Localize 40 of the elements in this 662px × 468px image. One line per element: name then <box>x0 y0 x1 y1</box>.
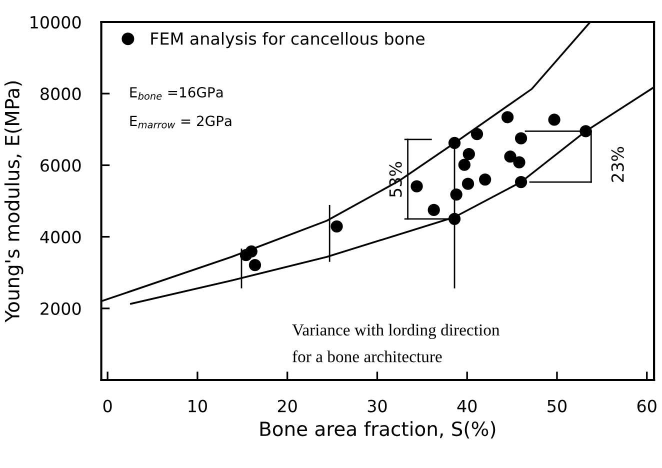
point <box>462 148 475 160</box>
point <box>479 173 492 186</box>
point <box>410 180 423 192</box>
annotation: 23% <box>611 146 624 182</box>
point <box>514 176 528 188</box>
annotation: 53% <box>389 162 402 197</box>
y-tick-label: 4000 <box>40 230 81 244</box>
point <box>501 111 514 124</box>
y-tick-label: 10000 <box>30 16 81 29</box>
point <box>330 220 343 232</box>
point <box>462 178 474 190</box>
annotation: E$_{marrow}$ = 2GPa <box>130 116 232 128</box>
x-tick-label: 50 <box>548 400 566 412</box>
annotation: Variance with lording direction for a bone architecture <box>292 324 500 362</box>
point <box>470 128 484 140</box>
point <box>514 132 528 144</box>
point <box>448 212 461 225</box>
y-tick-label: 2000 <box>40 302 81 315</box>
legend-label: FEM analysis for cancellous bone <box>151 32 424 48</box>
y-tick-label: 8000 <box>40 88 81 100</box>
x-axis-title: Bone area fraction, S(%) <box>260 421 496 438</box>
x-tick-label: 40 <box>457 400 477 412</box>
point <box>245 245 258 258</box>
x-tick-label: 10 <box>188 400 207 412</box>
x-tick-label: 0 <box>103 400 112 412</box>
point <box>504 150 516 163</box>
point <box>448 136 461 150</box>
x-tick-label: 60 <box>637 400 656 412</box>
y-axis-title: Young's modulus, E(MPa) <box>4 81 24 322</box>
y-tick-label: 6000 <box>40 159 81 172</box>
point <box>513 156 526 168</box>
x-tick-label: 20 <box>278 400 297 412</box>
x-tick-label: 30 <box>368 400 387 412</box>
point <box>450 188 462 201</box>
point <box>428 204 440 216</box>
annotation: E$_{bone}$ =16GPa <box>130 87 223 100</box>
point <box>458 158 470 171</box>
point <box>548 114 560 126</box>
point <box>580 125 592 138</box>
point <box>248 259 262 272</box>
